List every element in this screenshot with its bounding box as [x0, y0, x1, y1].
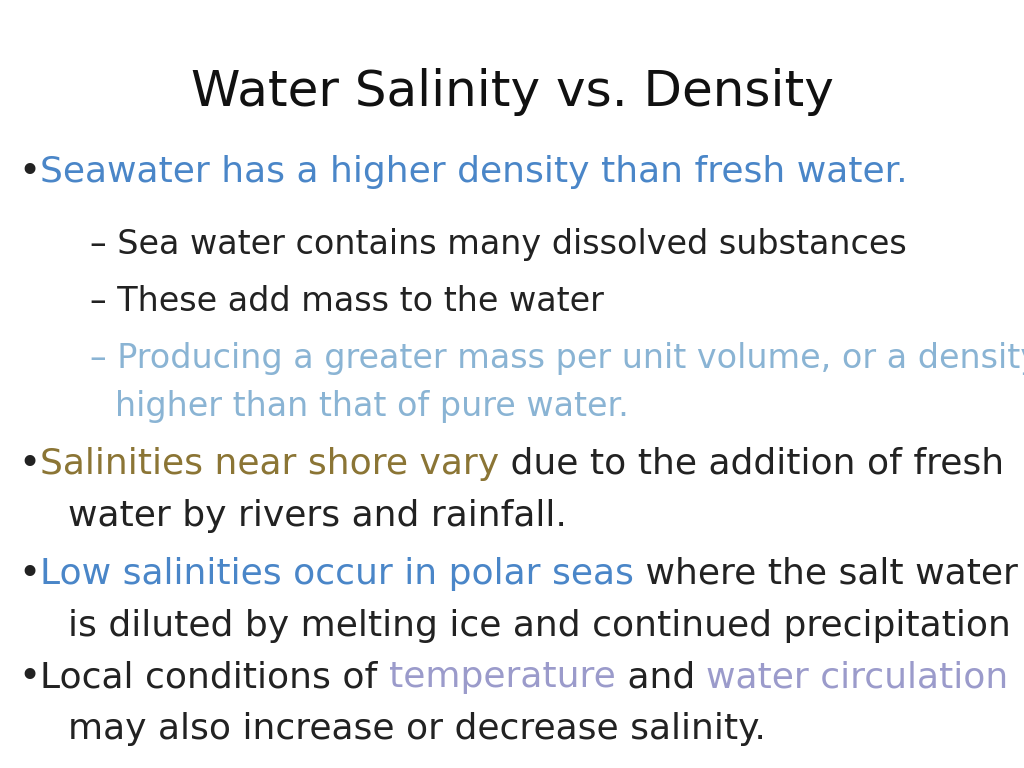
Text: •: • [18, 447, 40, 483]
Text: due to the addition of fresh: due to the addition of fresh [499, 447, 1005, 481]
Text: Low salinities occur in polar seas: Low salinities occur in polar seas [40, 557, 634, 591]
Text: Water Salinity vs. Density: Water Salinity vs. Density [190, 68, 834, 116]
Text: – These add mass to the water: – These add mass to the water [90, 285, 604, 318]
Text: is diluted by melting ice and continued precipitation: is diluted by melting ice and continued … [68, 609, 1011, 643]
Text: Local conditions of: Local conditions of [40, 660, 389, 694]
Text: •: • [18, 660, 40, 696]
Text: where the salt water: where the salt water [634, 557, 1018, 591]
Text: and: and [615, 660, 707, 694]
Text: •: • [18, 557, 40, 593]
Text: Seawater has a higher density than fresh water.: Seawater has a higher density than fresh… [40, 155, 907, 189]
Text: may also increase or decrease salinity.: may also increase or decrease salinity. [68, 712, 766, 746]
Text: •: • [18, 155, 40, 191]
Text: water by rivers and rainfall.: water by rivers and rainfall. [68, 499, 567, 533]
Text: water circulation: water circulation [707, 660, 1009, 694]
Text: temperature: temperature [389, 660, 615, 694]
Text: Salinities near shore vary: Salinities near shore vary [40, 447, 499, 481]
Text: – Sea water contains many dissolved substances: – Sea water contains many dissolved subs… [90, 228, 906, 261]
Text: – Producing a greater mass per unit volume, or a density,: – Producing a greater mass per unit volu… [90, 342, 1024, 375]
Text: higher than that of pure water.: higher than that of pure water. [115, 390, 629, 423]
